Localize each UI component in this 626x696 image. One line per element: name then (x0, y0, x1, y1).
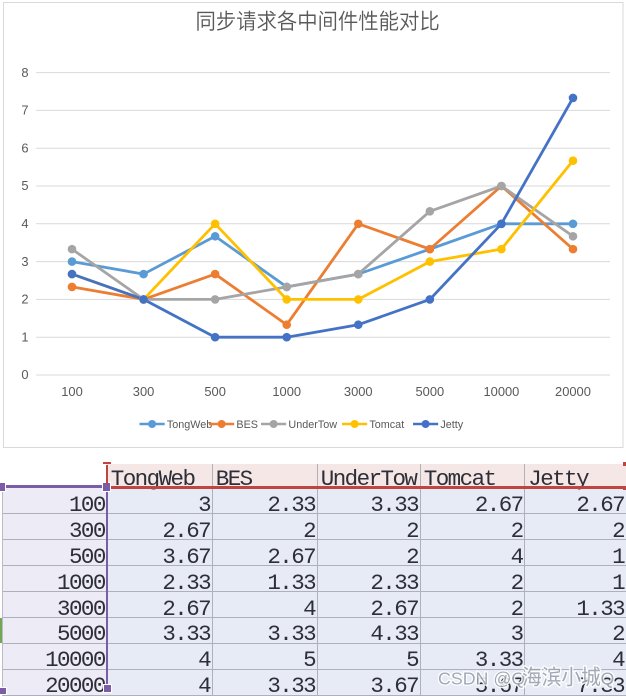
svg-text:3: 3 (21, 254, 28, 269)
svg-text:UnderTow: UnderTow (288, 419, 337, 431)
svg-text:3000: 3000 (344, 384, 373, 399)
svg-text:8: 8 (21, 65, 28, 80)
svg-text:300: 300 (133, 384, 155, 399)
svg-text:20000: 20000 (555, 384, 591, 399)
svg-text:10000: 10000 (483, 384, 519, 399)
svg-text:6: 6 (21, 140, 28, 155)
svg-text:7: 7 (21, 103, 28, 118)
svg-text:4: 4 (21, 216, 28, 231)
svg-text:500: 500 (204, 384, 226, 399)
svg-text:CSDN @Q: CSDN @Q (438, 669, 525, 689)
svg-text:BES: BES (236, 419, 258, 431)
svg-text:1: 1 (21, 329, 28, 344)
svg-text:0: 0 (21, 367, 28, 382)
svg-text:Q: Q (600, 669, 614, 689)
svg-text:5: 5 (21, 178, 28, 193)
svg-text:TongWeb: TongWeb (167, 419, 212, 431)
svg-text:5000: 5000 (416, 384, 445, 399)
svg-text:Jetty: Jetty (440, 419, 463, 431)
svg-text:1000: 1000 (272, 384, 301, 399)
svg-text:2: 2 (21, 292, 28, 307)
svg-text:Tomcat: Tomcat (369, 419, 404, 431)
svg-text:100: 100 (61, 384, 83, 399)
